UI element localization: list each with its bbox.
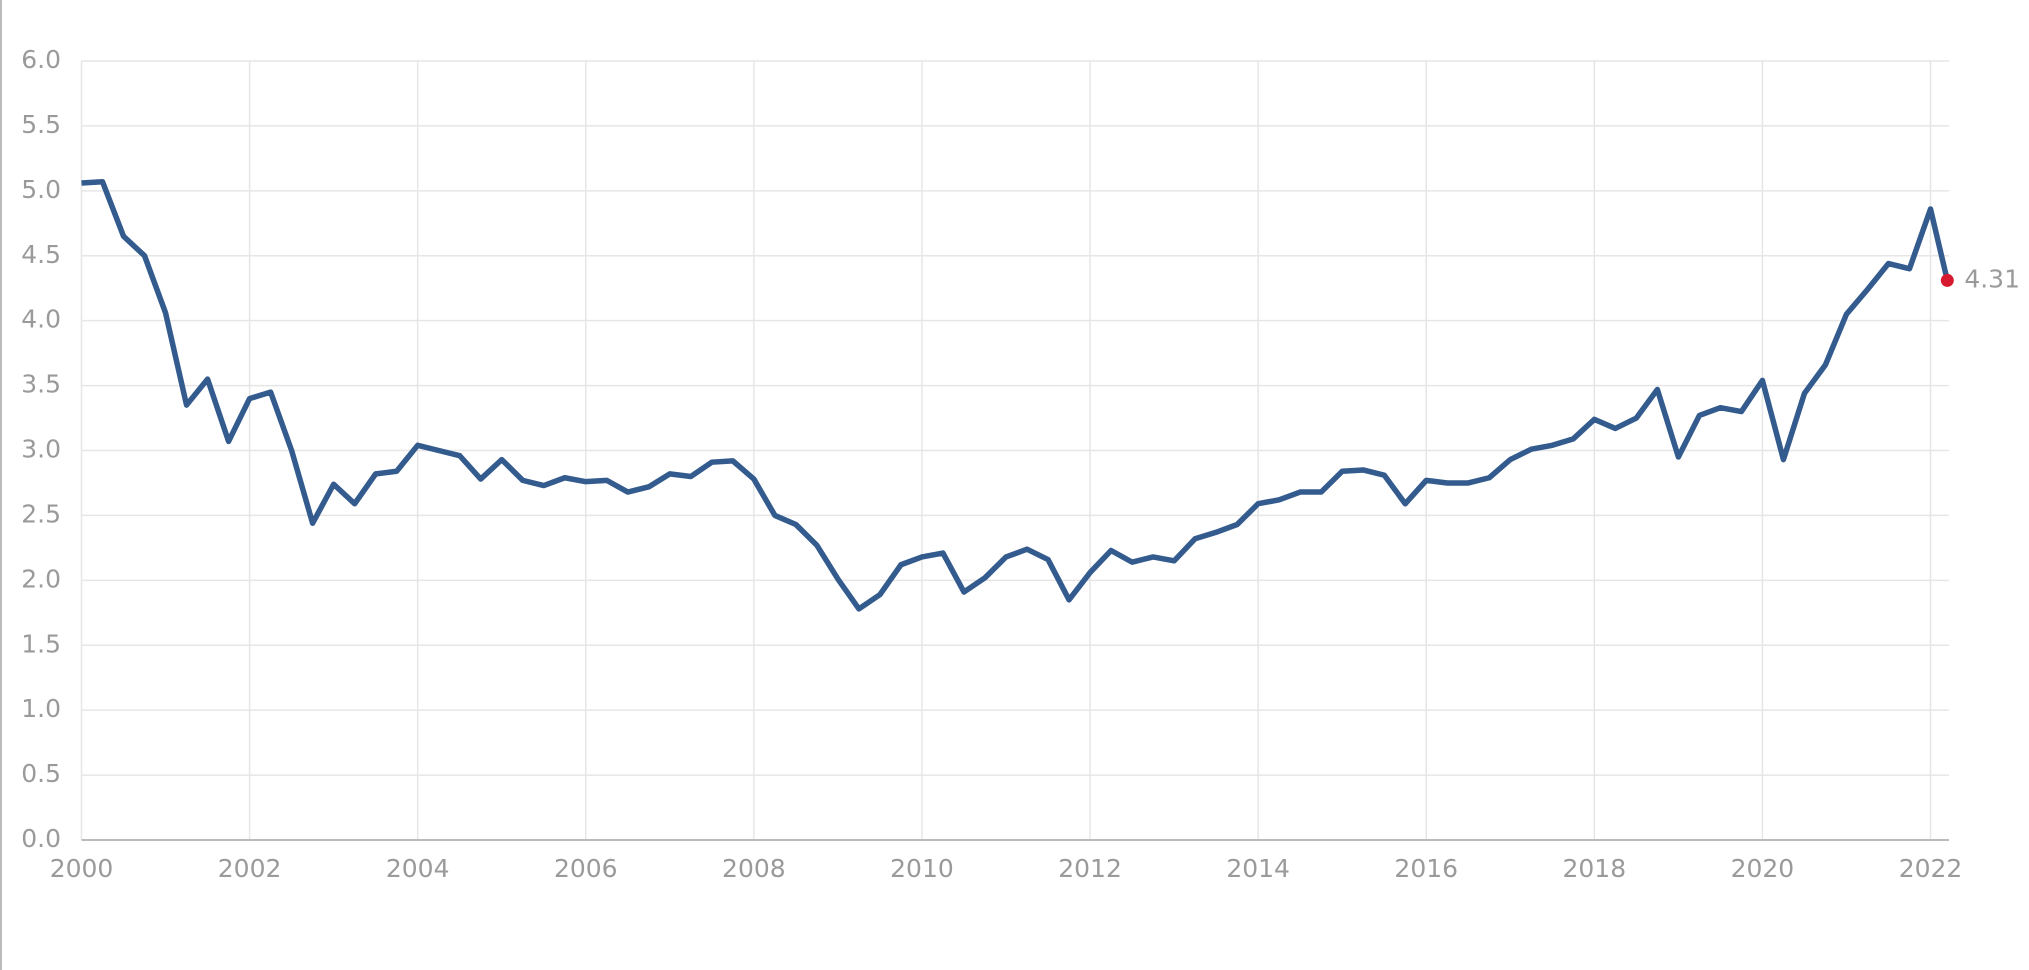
y-tick-label: 1.5 — [21, 629, 61, 658]
end-value-label: 4.31 — [1964, 264, 2020, 293]
x-tick-label: 2014 — [1226, 854, 1290, 883]
y-tick-label: 0.0 — [21, 824, 61, 853]
x-tick-label: 2022 — [1899, 854, 1963, 883]
x-tick-label: 2000 — [50, 854, 114, 883]
x-tick-label: 2004 — [386, 854, 450, 883]
x-tick-label: 2008 — [722, 854, 786, 883]
x-tick-label: 2010 — [890, 854, 954, 883]
y-tick-label: 3.0 — [21, 435, 61, 464]
x-tick-label: 2002 — [218, 854, 282, 883]
end-marker — [1940, 273, 1954, 287]
x-tick-label: 2012 — [1058, 854, 1122, 883]
y-tick-label: 5.5 — [21, 110, 61, 139]
y-tick-label: 2.5 — [21, 499, 61, 528]
x-tick-label: 2018 — [1563, 854, 1627, 883]
y-tick-label: 1.0 — [21, 694, 61, 723]
y-tick-label: 4.0 — [21, 305, 61, 334]
data-line — [81, 178, 1950, 612]
x-tick-label: 2016 — [1394, 854, 1458, 883]
y-tick-label: 5.0 — [21, 175, 61, 204]
y-tick-label: 0.5 — [21, 759, 61, 788]
x-tick-label: 2006 — [554, 854, 618, 883]
y-tick-label: 6.0 — [21, 45, 61, 74]
x-tick-label: 2020 — [1731, 854, 1795, 883]
y-tick-label: 2.0 — [21, 564, 61, 593]
y-tick-label: 4.5 — [21, 240, 61, 269]
y-tick-label: 3.5 — [21, 370, 61, 399]
